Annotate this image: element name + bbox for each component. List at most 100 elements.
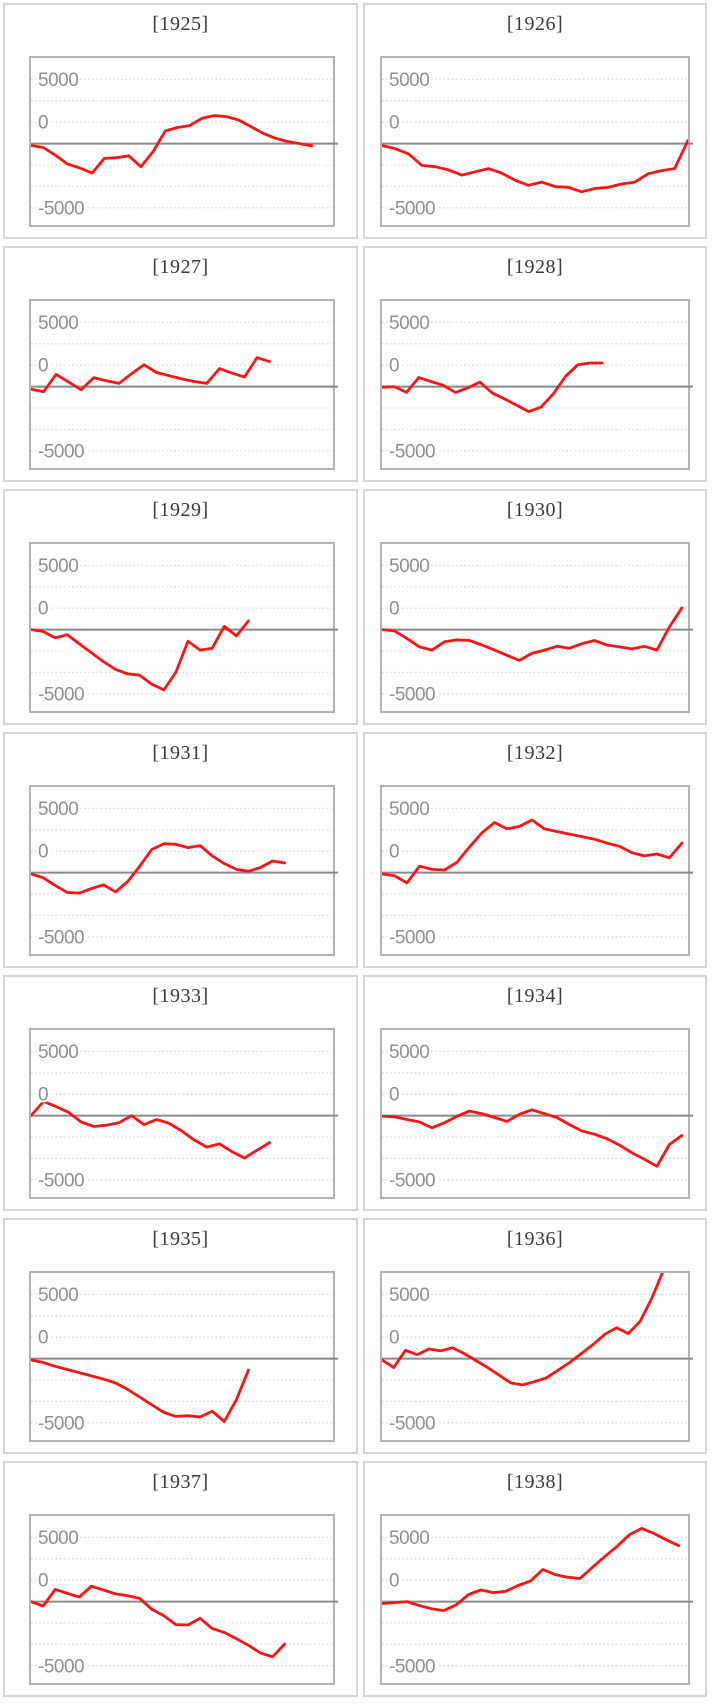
series-line-1927	[31, 356, 272, 394]
series-line-1933	[31, 1100, 272, 1160]
y-axis-tick-label: 0	[389, 842, 399, 863]
y-axis-tick-label: 5000	[389, 1285, 429, 1306]
y-axis-tick-label: -5000	[389, 927, 435, 948]
plot-svg: 5000 0 -5000	[382, 797, 693, 950]
y-axis-tick-label: -5000	[389, 684, 435, 705]
y-axis-tick-label: 0	[389, 599, 399, 620]
chart-card-1930: [1930] 5000 0 -5000	[363, 489, 707, 725]
chart-card-1928: [1928] 5000 0 -5000	[363, 246, 707, 482]
plot-area: 5000 0 -5000	[29, 56, 338, 227]
chart-card-1932: [1932] 5000 0 -5000	[363, 732, 707, 968]
y-axis-tick-label: -5000	[38, 684, 84, 705]
y-axis-tick-label: -5000	[38, 1656, 84, 1677]
series-line-1938	[382, 1526, 681, 1612]
y-axis-tick-label: -5000	[38, 441, 84, 462]
plot-svg: 5000 0 -5000	[382, 68, 693, 221]
plot-area: 5000 0 -5000	[380, 785, 693, 956]
chart-card-1937: [1937] 5000 0 -5000	[3, 1461, 358, 1697]
chart-title: [1928]	[506, 256, 564, 278]
chart-card-1933: [1933] 5000 0 -5000	[3, 975, 358, 1211]
chart-title: [1936]	[506, 1228, 564, 1250]
y-axis-tick-label: 0	[38, 1085, 48, 1106]
plot-svg: 5000 0 -5000	[31, 797, 338, 950]
y-axis-tick-label: -5000	[389, 1656, 435, 1677]
plot-area: 5000 0 -5000	[380, 542, 693, 713]
chart-title: [1926]	[506, 13, 564, 35]
y-axis-tick-label: 5000	[38, 1042, 78, 1063]
chart-title: [1933]	[152, 985, 209, 1007]
y-axis-tick-label: -5000	[389, 441, 435, 462]
plot-svg: 5000 0 -5000	[31, 68, 338, 221]
y-axis-tick-label: 5000	[38, 556, 78, 577]
series-line-1931	[31, 842, 287, 895]
y-axis-tick-label: 5000	[389, 1528, 429, 1549]
y-axis-tick-label: -5000	[38, 1413, 84, 1434]
chart-card-1925: [1925] 5000 0 -5000	[3, 3, 358, 239]
series-line-1930	[382, 606, 684, 662]
y-axis-tick-label: -5000	[389, 1170, 435, 1191]
series-line-1934	[382, 1108, 684, 1168]
plot-svg: 5000 0 -5000	[31, 1283, 338, 1436]
plot-area: 5000 0 -5000	[380, 1514, 693, 1685]
plot-area: 5000 0 -5000	[380, 1028, 693, 1199]
plot-svg: 5000 0 -5000	[382, 554, 693, 707]
plot-area: 5000 0 -5000	[380, 1271, 693, 1442]
plot-area: 5000 0 -5000	[29, 1028, 338, 1199]
chart-title: [1931]	[152, 742, 209, 764]
y-axis-tick-label: 5000	[38, 70, 78, 91]
y-axis-tick-label: 0	[389, 113, 399, 134]
plot-area: 5000 0 -5000	[380, 299, 693, 470]
chart-title: [1938]	[506, 1471, 564, 1493]
series-line-1926	[382, 139, 688, 194]
y-axis-tick-label: 5000	[38, 799, 78, 820]
chart-card-1929: [1929] 5000 0 -5000	[3, 489, 358, 725]
plot-svg: 5000 0 -5000	[31, 1040, 338, 1193]
y-axis-tick-label: -5000	[389, 1413, 435, 1434]
y-axis-tick-label: 0	[389, 356, 399, 377]
chart-title: [1937]	[152, 1471, 209, 1493]
y-axis-tick-label: 5000	[389, 1042, 429, 1063]
chart-card-1938: [1938] 5000 0 -5000	[363, 1461, 707, 1697]
series-line-1929	[31, 619, 250, 692]
chart-title: [1930]	[506, 499, 564, 521]
chart-card-1926: [1926] 5000 0 -5000	[363, 3, 707, 239]
plot-svg: 5000 0 -5000	[382, 1040, 693, 1193]
y-axis-tick-label: -5000	[389, 198, 435, 219]
plot-svg: 5000 0 -5000	[31, 1526, 338, 1679]
series-line-1928	[382, 361, 604, 413]
y-axis-tick-label: 5000	[389, 799, 429, 820]
chart-card-1936: [1936] 5000 0 -5000	[363, 1218, 707, 1454]
y-axis-tick-label: 0	[389, 1085, 399, 1106]
plot-area: 5000 0 -5000	[29, 1271, 338, 1442]
plot-svg: 5000 0 -5000	[382, 311, 693, 464]
y-axis-tick-label: 0	[38, 1571, 48, 1592]
plot-svg: 5000 0 -5000	[31, 311, 338, 464]
plot-area: 5000 0 -5000	[29, 785, 338, 956]
chart-card-1934: [1934] 5000 0 -5000	[363, 975, 707, 1211]
plot-svg: 5000 0 -5000	[382, 1273, 693, 1436]
y-axis-tick-label: 0	[38, 842, 48, 863]
plot-svg: 5000 0 -5000	[382, 1526, 693, 1679]
y-axis-tick-label: 5000	[38, 1528, 78, 1549]
y-axis-tick-label: 5000	[389, 70, 429, 91]
chart-card-1931: [1931] 5000 0 -5000	[3, 732, 358, 968]
chart-card-1935: [1935] 5000 0 -5000	[3, 1218, 358, 1454]
y-axis-tick-label: -5000	[38, 927, 84, 948]
y-axis-tick-label: -5000	[38, 198, 84, 219]
plot-area: 5000 0 -5000	[380, 56, 693, 227]
y-axis-tick-label: 0	[389, 1571, 399, 1592]
chart-title: [1927]	[152, 256, 209, 278]
series-line-1936	[382, 1273, 664, 1387]
series-line-1935	[31, 1358, 250, 1423]
y-axis-tick-label: 5000	[38, 1285, 78, 1306]
plot-area: 5000 0 -5000	[29, 299, 338, 470]
plot-area: 5000 0 -5000	[29, 542, 338, 713]
y-axis-tick-label: 0	[38, 1328, 48, 1349]
y-axis-tick-label: 5000	[389, 313, 429, 334]
y-axis-tick-label: 0	[38, 113, 48, 134]
y-axis-tick-label: 0	[38, 599, 48, 620]
chart-title: [1925]	[152, 13, 209, 35]
chart-title: [1935]	[152, 1228, 209, 1250]
chart-card-1927: [1927] 5000 0 -5000	[3, 246, 358, 482]
